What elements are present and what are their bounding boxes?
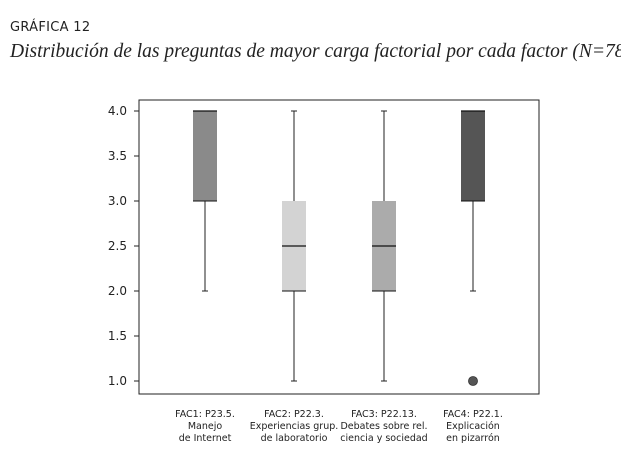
x-category-label: Manejo (188, 421, 223, 432)
box-fac4 (461, 110, 485, 386)
y-tick-label: 4.0 (108, 104, 127, 118)
box-series (193, 110, 485, 386)
box-iqr (461, 111, 485, 201)
y-tick-label: 2.0 (108, 284, 127, 298)
x-category-label: FAC4: P22.1. (443, 409, 503, 420)
plot-border (138, 99, 540, 395)
x-category-label: en pizarrón (446, 433, 500, 444)
box-fac2 (282, 110, 306, 382)
box-iqr (193, 111, 217, 201)
x-category-label: de laboratorio (261, 433, 328, 444)
x-category-label: FAC2: P22.3. (264, 409, 324, 420)
y-axis: 1.0 1.5 2.0 2.5 3.0 3.5 4.0 (108, 104, 139, 388)
box-fac3 (372, 110, 396, 382)
box-fac1 (193, 110, 217, 292)
x-category-label: de Internet (179, 433, 232, 444)
x-category-label: Explicación (446, 421, 500, 432)
y-tick-label: 2.5 (108, 239, 127, 253)
x-category-label: Debates sobre rel. (340, 421, 427, 432)
x-category-label: ciencia y sociedad (340, 433, 427, 444)
x-category-label: Experiencias grup. (250, 421, 339, 432)
x-category-label: FAC1: P23.5. (175, 409, 235, 420)
outlier-point (468, 376, 478, 386)
x-category-label: FAC3: P22.13. (351, 409, 417, 420)
chart-title: Distribución de las preguntas de mayor c… (10, 41, 621, 62)
y-tick-label: 1.0 (108, 374, 127, 388)
plot-frame (138, 99, 540, 395)
y-tick-label: 1.5 (108, 329, 127, 343)
figure-number: GRÁFICA 12 (10, 20, 91, 35)
y-tick-label: 3.5 (108, 149, 127, 163)
y-tick-label: 3.0 (108, 194, 127, 208)
